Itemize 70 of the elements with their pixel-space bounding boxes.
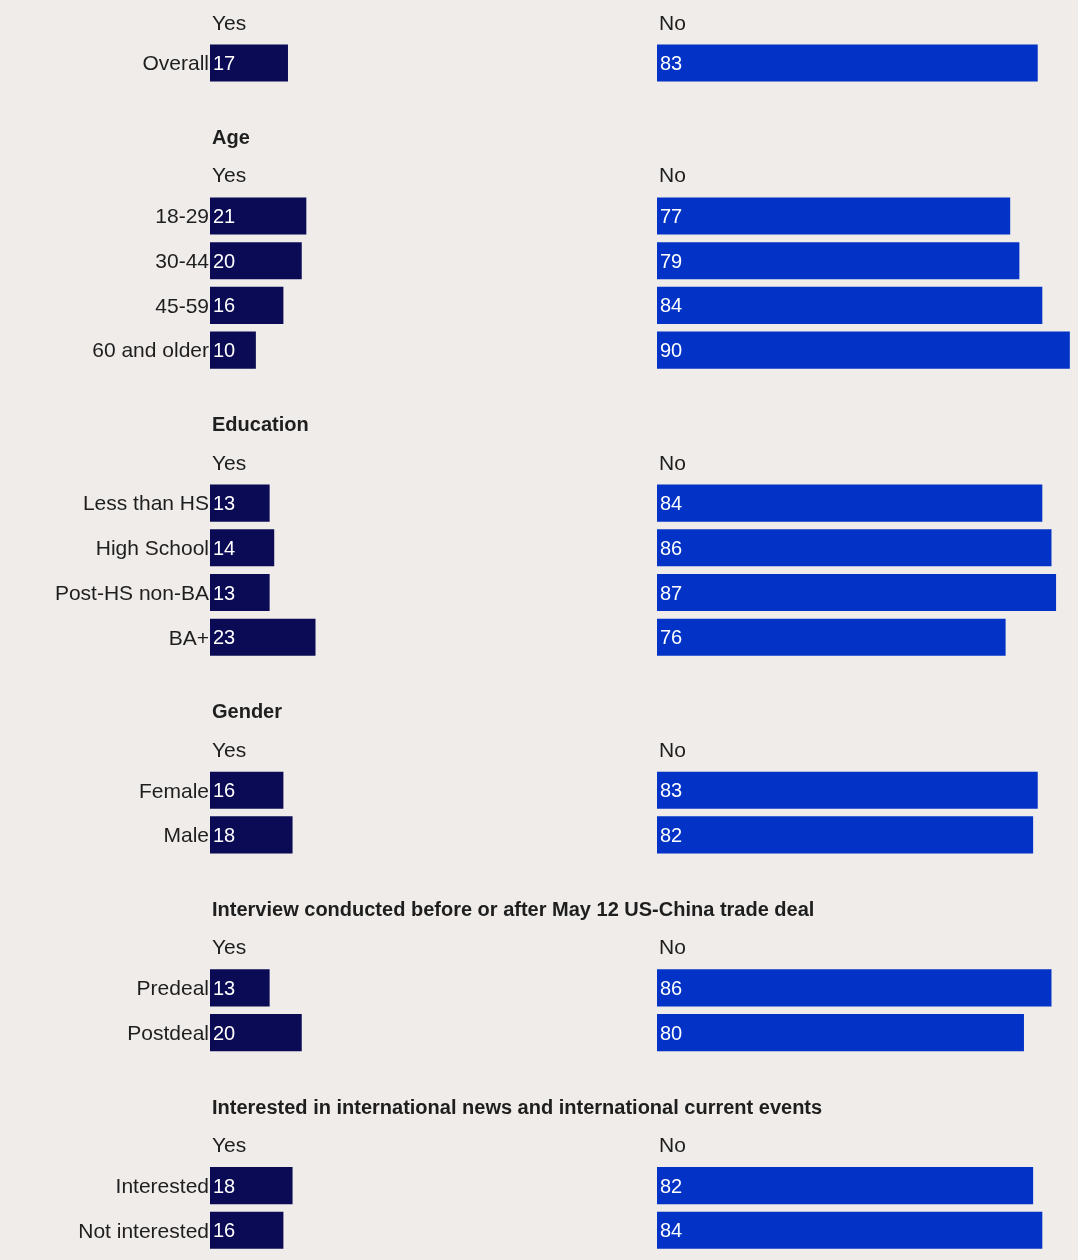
text: Interview conducted before or after May 12 US-China trade deal (212, 898, 815, 920)
data-label: 84 (660, 1219, 683, 1242)
y-tick-label: Interested (115, 1173, 209, 1197)
bar (657, 331, 1070, 369)
data-label: 17 (213, 52, 236, 74)
bar (210, 242, 302, 280)
chart-title: Age (212, 126, 250, 148)
series-label: No (659, 163, 686, 186)
data-label: 86 (660, 976, 683, 999)
data-label: 86 (660, 536, 683, 559)
y-tick-label: Female (138, 778, 209, 802)
data-label: 16 (213, 779, 236, 802)
series-label: Yes (212, 935, 247, 958)
chart-title: Gender (212, 700, 283, 722)
bar (210, 286, 284, 324)
series-label: Yes (212, 451, 247, 474)
series-label: No (659, 451, 686, 474)
bar (657, 197, 1011, 235)
data-label: 84 (660, 294, 683, 317)
data-label: 84 (660, 492, 683, 515)
y-tick-label: Overall (142, 51, 209, 75)
data-label: 16 (213, 1219, 236, 1242)
data-label: 76 (660, 626, 683, 649)
data-label: 90 (660, 339, 683, 362)
data-label: 83 (660, 52, 683, 74)
bar (657, 286, 1043, 324)
data-label: 82 (660, 823, 683, 846)
chart-title: Education (212, 413, 309, 435)
series-label: Yes (212, 1133, 247, 1156)
y-tick-label: 30-44 (155, 249, 210, 273)
data-label: 21 (213, 205, 236, 227)
text: Interested in international news and international current events (212, 1096, 823, 1118)
data-label: 79 (660, 249, 683, 272)
series-label: Yes (212, 738, 247, 761)
data-label: 18 (213, 1174, 236, 1197)
data-label: 80 (660, 1021, 683, 1044)
bar (657, 242, 1020, 280)
series-label: No (659, 738, 686, 761)
bar (210, 331, 256, 369)
series-label: Yes (212, 163, 247, 186)
y-tick-label: High School (95, 536, 209, 560)
data-label: 10 (213, 339, 236, 362)
y-tick-label: Less than HS (82, 491, 209, 515)
y-tick-label: Male (163, 823, 209, 847)
data-label: 20 (213, 1021, 236, 1044)
y-tick-label: 45-59 (155, 293, 209, 317)
data-label: 77 (660, 205, 683, 227)
data-label: 13 (213, 976, 236, 999)
data-label: 13 (213, 492, 236, 515)
series-label: No (659, 935, 686, 958)
series-label: No (659, 1133, 686, 1156)
y-tick-label: BA+ (168, 625, 209, 649)
y-tick-label: 18-29 (155, 204, 209, 228)
data-label: 83 (660, 779, 683, 802)
y-tick-label: Postdeal (127, 1020, 209, 1044)
y-tick-label: Post-HS non-BA (54, 580, 209, 604)
data-label: 14 (213, 536, 236, 559)
data-label: 13 (213, 581, 236, 604)
data-label: 23 (213, 626, 236, 649)
data-label: 82 (660, 1174, 683, 1197)
data-label: 20 (213, 249, 236, 272)
bar (210, 197, 307, 235)
data-label: 18 (213, 823, 236, 846)
data-label: 87 (660, 581, 683, 604)
series-label: Yes (212, 11, 247, 34)
data-label: 16 (213, 294, 236, 317)
y-tick-label: Predeal (136, 976, 209, 1000)
y-tick-label: 60 and older (92, 338, 209, 362)
y-tick-label: Not interested (78, 1218, 209, 1242)
series-label: No (659, 11, 686, 34)
